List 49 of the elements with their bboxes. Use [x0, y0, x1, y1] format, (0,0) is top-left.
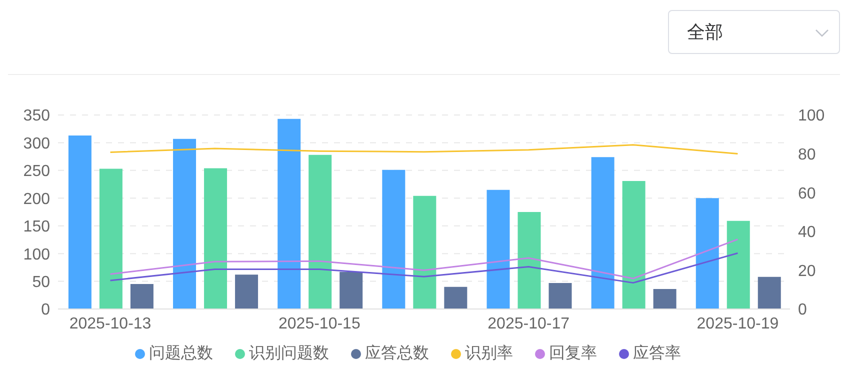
bar [235, 274, 258, 309]
y2-tick-label: 0 [798, 302, 807, 319]
bar [548, 282, 572, 309]
y2-tick-label: 20 [798, 262, 816, 280]
bar [340, 272, 363, 309]
x-tick-label: 2025-10-17 [488, 315, 570, 332]
y-tick-label: 0 [41, 302, 50, 319]
y-tick-label: 150 [23, 218, 50, 236]
bar [726, 220, 750, 309]
y2-tick-label: 80 [798, 146, 816, 164]
bar [486, 190, 510, 309]
legend-label: 识别率 [465, 345, 513, 362]
bar [696, 198, 719, 309]
line-series [110, 238, 738, 280]
bar [622, 180, 646, 309]
x-tick-label: 2025-10-15 [278, 315, 360, 332]
y-tick-label: 300 [23, 135, 50, 152]
bar [653, 289, 676, 309]
bar [591, 157, 614, 309]
bar [130, 284, 154, 309]
bar [173, 138, 196, 309]
y-tick-label: 100 [23, 246, 50, 264]
bar [444, 286, 468, 309]
y-tick-label: 200 [23, 190, 50, 208]
legend-label: 应答总数 [365, 345, 429, 362]
y-tick-label: 250 [23, 163, 50, 180]
bar [68, 136, 92, 309]
bar [204, 168, 228, 309]
x-tick-label: 2025-10-13 [69, 315, 152, 332]
bar [758, 276, 781, 309]
y2-tick-label: 100 [798, 108, 825, 125]
y2-tick-label: 40 [798, 224, 816, 242]
y2-tick-label: 60 [798, 185, 816, 202]
y-tick-label: 50 [32, 274, 50, 291]
line-series [110, 252, 738, 284]
x-tick-label: 2025-10-19 [696, 315, 779, 332]
dropdown-select: 全部 [668, 10, 840, 54]
bar [278, 118, 301, 309]
legend-label: 问题总数 [149, 345, 213, 362]
bar [518, 212, 541, 309]
y-tick-label: 350 [23, 108, 50, 125]
line-series [110, 144, 738, 155]
bar [308, 154, 332, 309]
legend-label: 识别问题数 [249, 345, 329, 362]
legend-label: 回复率 [549, 345, 597, 362]
legend-label: 应答率 [633, 345, 681, 362]
bar [382, 170, 406, 309]
bar [99, 168, 122, 309]
bar [413, 196, 436, 309]
